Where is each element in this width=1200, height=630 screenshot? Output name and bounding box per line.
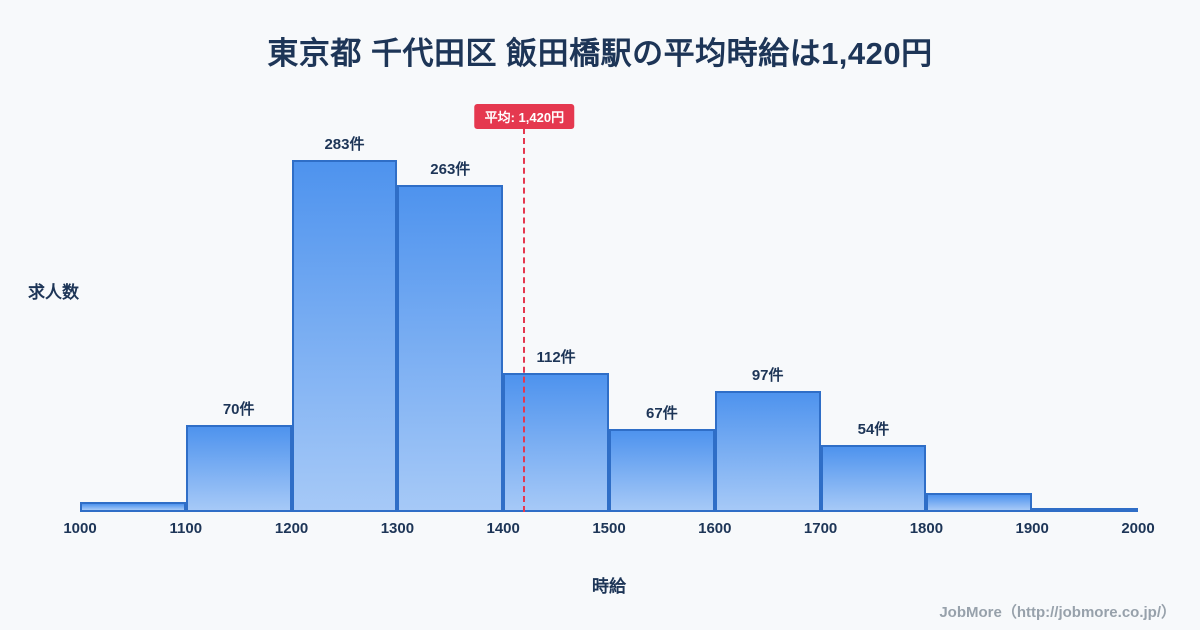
- x-tick-label: 1100: [169, 520, 203, 537]
- histogram-bar: [926, 493, 1033, 512]
- bar-slot: [1032, 130, 1138, 512]
- bars-container: 70件 283件 263件 112件 67件 97件 54件: [80, 130, 1138, 512]
- bar-slot: 263件: [397, 130, 504, 512]
- bar-slot: 112件: [503, 130, 609, 512]
- x-tick-label: 1300: [380, 520, 415, 537]
- y-axis-label: 求人数: [28, 283, 79, 302]
- bar-value-label: 54件: [857, 420, 890, 438]
- x-tick-label: 1800: [909, 520, 944, 537]
- bar-value-label: 67件: [646, 404, 678, 422]
- bar-value-label: 263件: [430, 160, 471, 178]
- bar-slot: 54件: [820, 130, 927, 512]
- x-tick-label: 1600: [698, 520, 732, 537]
- x-tick-label: 1500: [592, 520, 626, 537]
- bar-value-label: 283件: [324, 135, 365, 153]
- x-axis-label: 時給: [592, 577, 626, 596]
- average-line: [523, 128, 526, 512]
- bar-value-label: 112件: [536, 348, 576, 366]
- x-tick-label: 1000: [63, 520, 97, 537]
- bar-value-label: 97件: [751, 367, 784, 385]
- x-tick-label: 1400: [486, 520, 520, 537]
- page-title: 東京都 千代田区 飯田橋駅の平均時給は1,420円: [267, 36, 933, 71]
- bar-slot: 67件: [608, 130, 715, 512]
- histogram-bar: [397, 184, 504, 512]
- bar-slot: 283件: [291, 130, 398, 512]
- bar-slot: 70件: [185, 130, 292, 512]
- x-axis-ticks: 1000 1100 1200 1300 1400 1500 1600 1700 1800 1900…: [63, 520, 1154, 542]
- bar-slot: [80, 130, 186, 512]
- histogram-bar: [1032, 508, 1138, 512]
- footer-credit: JobMore（http://jobmore.co.jp/）: [939, 604, 1176, 621]
- x-tick-label: 2000: [1121, 520, 1155, 537]
- histogram-bar: [714, 391, 821, 512]
- x-tick-label: 1900: [1015, 520, 1049, 537]
- histogram-bar: [820, 444, 927, 512]
- histogram-bar: [608, 428, 715, 512]
- histogram-bar: [291, 159, 398, 512]
- average-badge: 平均: 1,420円: [474, 104, 575, 129]
- bar-slot: 97件: [714, 130, 821, 512]
- histogram-bar: [185, 424, 292, 512]
- plot-area: 70件 283件 263件 112件 67件 97件 54件 平均: 1,420円: [80, 104, 1138, 512]
- histogram-bar: [503, 372, 609, 512]
- x-tick-label: 1200: [274, 520, 309, 537]
- bar-value-label: 70件: [222, 400, 255, 418]
- x-tick-label: 1700: [803, 520, 838, 537]
- bar-slot: [926, 130, 1033, 512]
- histogram-bar: [80, 502, 186, 512]
